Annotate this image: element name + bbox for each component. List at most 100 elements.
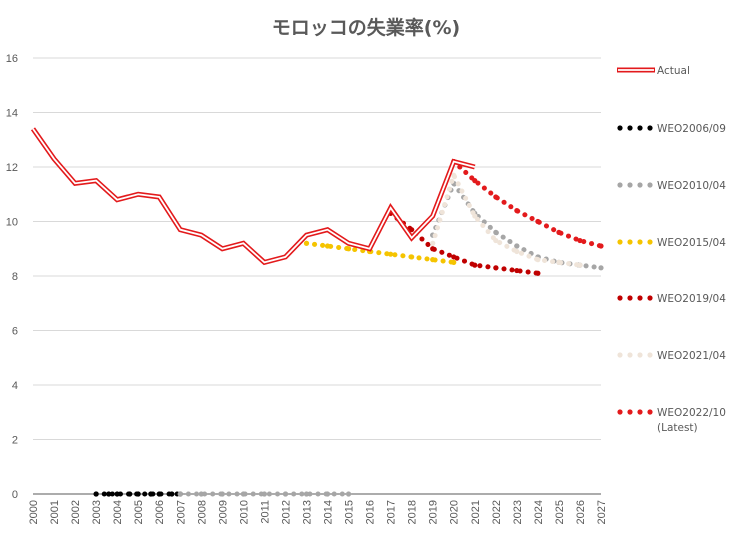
series-weo201904-point bbox=[535, 270, 541, 276]
legend-swatch-dot bbox=[617, 125, 623, 131]
series-weo202104-point bbox=[472, 213, 478, 219]
legend-item: WEO2019/04 bbox=[617, 293, 726, 305]
series-weo202210-point bbox=[535, 218, 541, 225]
legend-swatch-dot bbox=[617, 239, 623, 245]
chart-title: モロッコの失業率(%) bbox=[272, 16, 460, 39]
legend-swatch-dot bbox=[617, 295, 623, 301]
legend-swatch-dot bbox=[637, 125, 643, 131]
series-weo202104-point bbox=[535, 257, 541, 263]
series-weo201904-point bbox=[514, 267, 520, 274]
x-tick-label: 2011 bbox=[259, 500, 271, 524]
legend-swatch-dot bbox=[617, 352, 623, 358]
x-tick-label: 2016 bbox=[365, 500, 377, 524]
legend-label: Actual bbox=[657, 65, 690, 77]
series-actual-outer bbox=[30, 127, 476, 266]
series-weo202210-line bbox=[451, 159, 604, 249]
series-weo202210-point bbox=[493, 194, 499, 200]
legend-item: Actual bbox=[617, 65, 690, 77]
x-tick-label: 2020 bbox=[449, 500, 461, 524]
series-weo202210-point bbox=[598, 243, 604, 249]
series-weo201504-point bbox=[451, 259, 457, 265]
legend-swatch-dot bbox=[637, 182, 643, 188]
series-weo202210-point bbox=[472, 178, 478, 184]
gridlines bbox=[33, 57, 601, 495]
series-weo200609-point bbox=[93, 491, 99, 497]
legend-swatch-dot bbox=[617, 409, 623, 415]
series-weo201004-point bbox=[177, 491, 183, 497]
legend-item: WEO2010/04 bbox=[617, 180, 726, 192]
legend-swatch-dot bbox=[647, 295, 653, 301]
overlay-series-point bbox=[514, 243, 520, 249]
x-tick-label: 2014 bbox=[323, 500, 335, 524]
legend-swatch-dot bbox=[627, 239, 633, 245]
x-tick-label: 2010 bbox=[238, 500, 250, 524]
y-tick-label: 12 bbox=[6, 162, 18, 174]
series-weo201904-point bbox=[451, 254, 457, 260]
x-tick-label: 2022 bbox=[491, 500, 503, 524]
x-tick-label: 2027 bbox=[596, 500, 608, 524]
legend-swatch-dot bbox=[647, 352, 653, 358]
series-weo201504-point bbox=[430, 257, 436, 263]
series-weo201504-point bbox=[324, 243, 331, 249]
series-weo202104-point bbox=[577, 262, 583, 268]
x-tick-label: 2013 bbox=[301, 500, 313, 524]
y-tick-label: 2 bbox=[12, 435, 18, 447]
series-actual-inner bbox=[32, 128, 476, 264]
legend-swatch-dot bbox=[627, 352, 633, 358]
series-weo201904-point bbox=[430, 246, 436, 252]
series-weo202104-point bbox=[514, 248, 520, 255]
x-tick-label: 2002 bbox=[70, 500, 82, 524]
x-tick-label: 2025 bbox=[554, 500, 566, 524]
series-weo201004-point bbox=[219, 491, 225, 497]
legend-swatch-dot bbox=[627, 409, 633, 415]
x-tick-label: 2007 bbox=[175, 500, 187, 524]
x-tick-label: 2009 bbox=[217, 500, 229, 524]
x-tick-label: 2019 bbox=[428, 500, 440, 524]
series-group bbox=[30, 127, 604, 497]
legend-item: WEO2021/04 bbox=[617, 350, 726, 362]
legend-item: WEO2015/04 bbox=[617, 237, 726, 249]
series-weo201504-point bbox=[388, 251, 394, 257]
x-tick-label: 2026 bbox=[575, 500, 587, 524]
series-weo201904-line bbox=[388, 210, 541, 276]
series-weo202210-point bbox=[577, 237, 583, 244]
series-weo202104-point bbox=[451, 172, 457, 178]
legend-swatch-dot bbox=[647, 182, 653, 188]
series-weo201904-point bbox=[493, 265, 499, 271]
series-weo201504-line bbox=[303, 240, 457, 265]
legend-swatch-dot bbox=[637, 409, 643, 415]
series-weo201004-point bbox=[240, 491, 246, 497]
series-weo200609-point bbox=[127, 491, 133, 497]
legend-swatch-dot bbox=[627, 295, 633, 301]
x-tick-label: 2005 bbox=[133, 500, 145, 524]
legend-note: (Latest) bbox=[657, 422, 698, 434]
overlay-series-point bbox=[493, 229, 499, 235]
y-tick-label: 10 bbox=[6, 217, 18, 229]
x-tick-label: 2021 bbox=[470, 500, 482, 524]
series-weo201004-point bbox=[324, 491, 331, 497]
series-weo200609-point bbox=[114, 491, 120, 497]
x-tick-label: 2012 bbox=[280, 500, 292, 524]
legend-label: WEO2019/04 bbox=[657, 293, 726, 305]
series-weo201004-point bbox=[345, 491, 352, 497]
legend-swatch-dot bbox=[627, 182, 633, 188]
series-weo201904-point bbox=[409, 227, 415, 233]
x-tick-label: 2015 bbox=[344, 500, 356, 524]
series-weo201504-point bbox=[345, 246, 352, 252]
legend-swatch-dot bbox=[637, 239, 643, 245]
series-weo201004-point bbox=[303, 491, 310, 497]
legend-swatch-dot bbox=[647, 409, 653, 415]
series-weo200609-point bbox=[156, 491, 162, 497]
overlay-series-point bbox=[598, 265, 604, 271]
y-tick-label: 0 bbox=[12, 489, 18, 501]
y-tick-label: 6 bbox=[12, 326, 18, 338]
y-tick-label: 14 bbox=[6, 108, 18, 120]
series-weo201004-point bbox=[198, 491, 204, 497]
legend-swatch-dot bbox=[627, 125, 633, 131]
y-axis-ticks: 0 2 4 6 8 10 12 14 16 bbox=[6, 53, 18, 501]
legend-label: WEO2015/04 bbox=[657, 237, 726, 249]
legend-swatch-dot bbox=[637, 295, 643, 301]
legend-item: WEO2006/09 bbox=[617, 123, 726, 135]
legend-swatch-dot bbox=[637, 352, 643, 358]
x-axis-ticks: 2000 2001 2002 2003 2004 2005 2006 2007 2008 2009… bbox=[28, 500, 608, 524]
